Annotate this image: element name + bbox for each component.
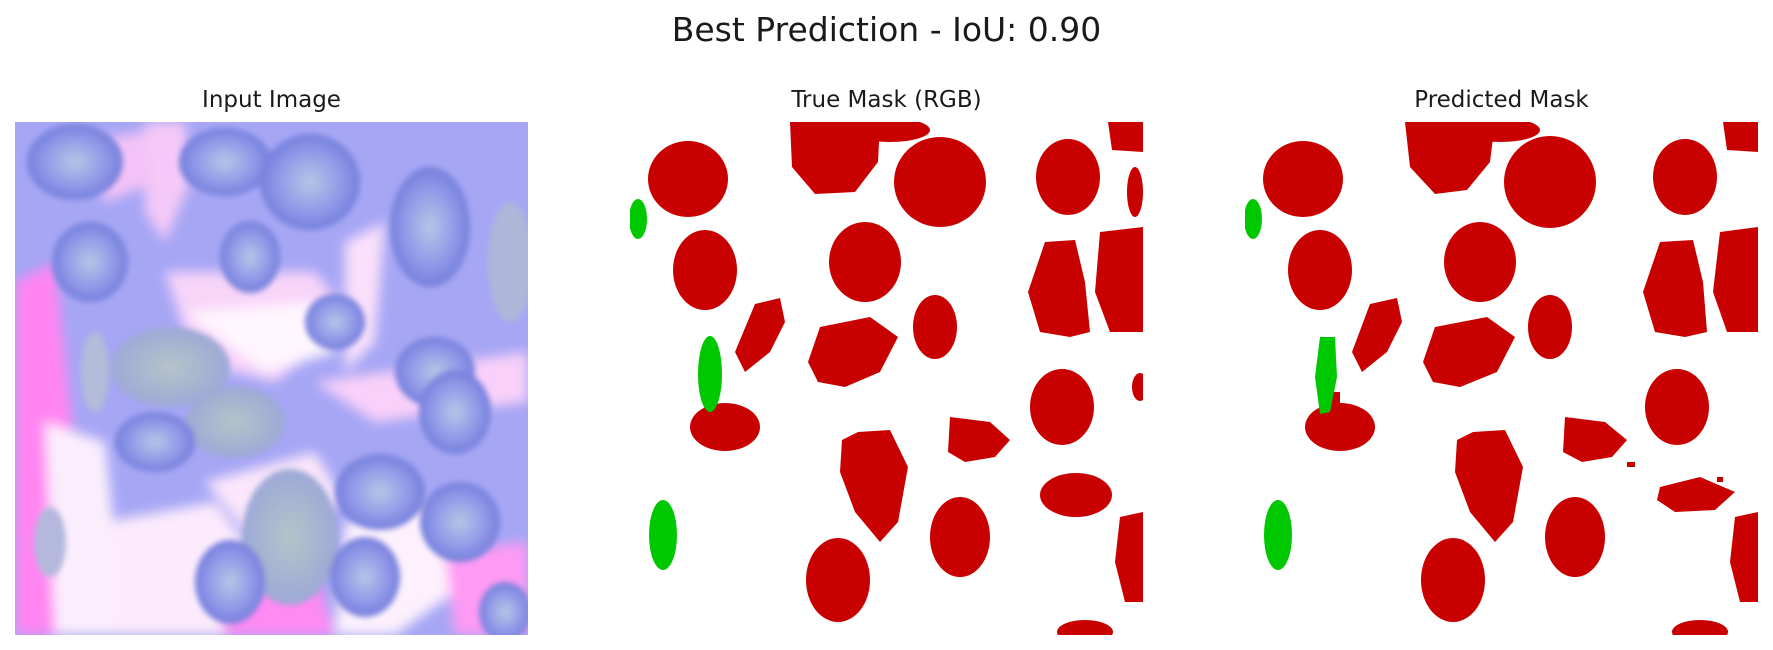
panel-title-predicted-mask: Predicted Mask <box>1414 87 1589 113</box>
panel-title-true-mask: True Mask (RGB) <box>791 87 982 113</box>
predicted-mask-image <box>1245 122 1758 635</box>
predicted-mask-red-regions <box>1263 122 1758 635</box>
true-mask-canvas <box>630 122 1143 635</box>
panel-title-input-image: Input Image <box>202 87 341 113</box>
true-mask-image <box>630 122 1143 635</box>
true-mask-green-regions <box>630 199 722 570</box>
input-image <box>15 122 528 635</box>
predicted-mask-green-regions <box>1245 199 1337 570</box>
figure-title: Best Prediction - IoU: 0.90 <box>671 10 1102 49</box>
input-image-canvas <box>15 122 528 635</box>
true-mask-red-regions <box>648 122 1143 635</box>
predicted-mask-canvas <box>1245 122 1758 635</box>
nuclei <box>27 124 528 635</box>
